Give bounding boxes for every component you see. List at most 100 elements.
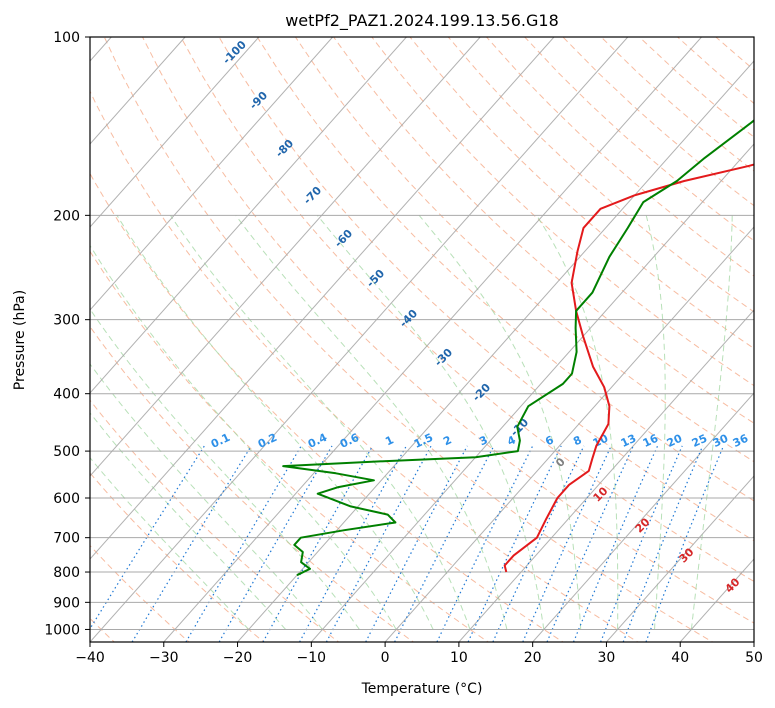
mixing-ratio-label: 20: [665, 432, 685, 450]
mixing-ratio-line: [492, 445, 585, 642]
dry-adiabat-label: -20: [470, 381, 493, 404]
mixing-ratio-line: [90, 445, 205, 630]
isotherm-line: [90, 37, 407, 394]
dry-adiabat-label: -50: [364, 267, 387, 290]
y-tick-label: 900: [53, 595, 80, 611]
dry-adiabat-line: [294, 37, 754, 463]
mixing-ratio-label: 0.6: [338, 431, 361, 451]
moist-adiabat-line: [169, 215, 471, 630]
moist-adiabat-line: [536, 215, 619, 630]
moist-adiabat-line: [90, 308, 360, 630]
y-tick-label: 100: [53, 30, 80, 46]
x-tick-label: 20: [524, 650, 542, 666]
y-tick-label: 600: [53, 491, 80, 507]
dry-adiabat-line: [409, 37, 754, 350]
isotherm-line: [310, 143, 754, 642]
isotherm-line: [753, 641, 754, 642]
isotherm-line: [90, 37, 555, 560]
mixing-ratio-label: 0.4: [306, 431, 329, 451]
mixing-ratio-line: [522, 445, 612, 642]
dry-adiabat-line: [90, 399, 340, 642]
y-tick-label: 500: [53, 444, 80, 460]
y-axis-ticks: 100 200 300 400 500 600 700 800 900 1000: [44, 30, 90, 638]
chart-title: wetPf2_PAZ1.2024.199.13.56.G18: [285, 11, 559, 31]
y-axis-label: Pressure (hPa): [12, 290, 28, 390]
mixing-ratio-label: 0.1: [209, 431, 232, 451]
inline-line-labels: -100-90-80-70-60-50-40-30-20-100.1 0.2 0.4…: [209, 38, 751, 596]
x-tick-label: 30: [598, 650, 616, 666]
mixing-ratio-label: 1: [383, 433, 395, 448]
y-tick-label: 1000: [44, 622, 80, 638]
x-tick-label: 0: [381, 650, 390, 666]
isotherm-line: [163, 37, 702, 642]
plot-frame: [89, 36, 755, 643]
dry-adiabat-line: [90, 325, 415, 642]
dry-adiabat-label: -70: [301, 184, 324, 207]
dry-adiabat-label: -30: [432, 346, 455, 369]
x-tick-label: −20: [223, 650, 253, 666]
moist-adiabat-line: [116, 215, 434, 630]
moist-adiabat-line: [690, 215, 733, 630]
mixing-ratio-line: [365, 445, 468, 642]
dry-adiabat-line: [90, 544, 190, 642]
temperature-profile-line: [503, 163, 754, 573]
mixing-ratio-line: [645, 445, 725, 642]
moist-adiabat-line: [90, 363, 323, 630]
dry-adiabat-line: [90, 90, 639, 642]
x-tick-label: −30: [149, 650, 179, 666]
dry-adiabat-line: [524, 37, 754, 242]
mixing-ratio-line: [600, 445, 683, 642]
mixing-ratio-line: [185, 445, 302, 642]
dry-adiabat-label: -90: [247, 89, 270, 112]
dry-adiabat-line: [256, 37, 754, 502]
isotherm-line: [384, 226, 754, 642]
moist-adiabat-line: [316, 214, 545, 630]
isotherm-line: [90, 37, 629, 642]
dry-adiabat-label: -80: [273, 137, 296, 160]
dry-adiabat-line: [486, 37, 754, 277]
mixing-ratio-label: 16: [641, 432, 661, 450]
y-tick-label: 200: [53, 208, 80, 224]
moist-adiabat-label: 40: [723, 575, 743, 595]
moist-adiabat-label: 0: [553, 455, 568, 470]
isotherm-line: [90, 37, 186, 145]
mixing-ratio-label: 8: [571, 433, 583, 448]
mixing-ratio-label: 2: [441, 433, 453, 448]
dry-adiabat-line: [218, 37, 754, 542]
mixing-ratio-line: [467, 445, 562, 642]
mixing-ratio-line: [622, 445, 704, 642]
x-tick-label: −40: [75, 650, 105, 666]
x-tick-label: 10: [450, 650, 468, 666]
moist-adiabat-line: [90, 244, 397, 630]
profile-lines: [282, 119, 754, 577]
mixing-ratio-line: [299, 445, 407, 642]
dry-adiabat-line: [90, 472, 265, 642]
y-tick-label: 700: [53, 531, 80, 547]
grid-lines: [90, 37, 754, 642]
isotherm-line: [90, 37, 260, 228]
x-axis-ticks: −40 −30 −20 −10 0 10 20 30 40 50: [75, 642, 763, 666]
dry-adiabat-label: -40: [397, 307, 420, 330]
moist-adiabat-label: 30: [677, 545, 697, 565]
mixing-ratio-label: 36: [731, 432, 751, 450]
mixing-ratio-line: [262, 445, 374, 642]
dry-adiabat-line: [447, 37, 754, 313]
mixing-ratio-label: 10: [591, 432, 611, 450]
mixing-ratio-line: [218, 445, 333, 642]
mixing-ratio-line: [325, 445, 432, 642]
moist-adiabat-line: [645, 215, 666, 630]
x-tick-label: 40: [671, 650, 689, 666]
isotherm-line: [90, 37, 481, 477]
dry-adiabat-line: [90, 250, 490, 642]
mixing-ratio-label: 25: [690, 432, 709, 450]
x-tick-label: 50: [745, 650, 763, 666]
x-axis-label: Temperature (°C): [361, 681, 483, 697]
y-tick-label: 300: [53, 313, 80, 329]
isotherm-line: [458, 309, 754, 642]
y-tick-label: 800: [53, 565, 80, 581]
dry-adiabat-line: [753, 37, 754, 38]
isotherm-line: [532, 392, 754, 642]
mixing-ratio-line: [546, 445, 634, 642]
dry-adiabat-label: -60: [332, 227, 355, 250]
